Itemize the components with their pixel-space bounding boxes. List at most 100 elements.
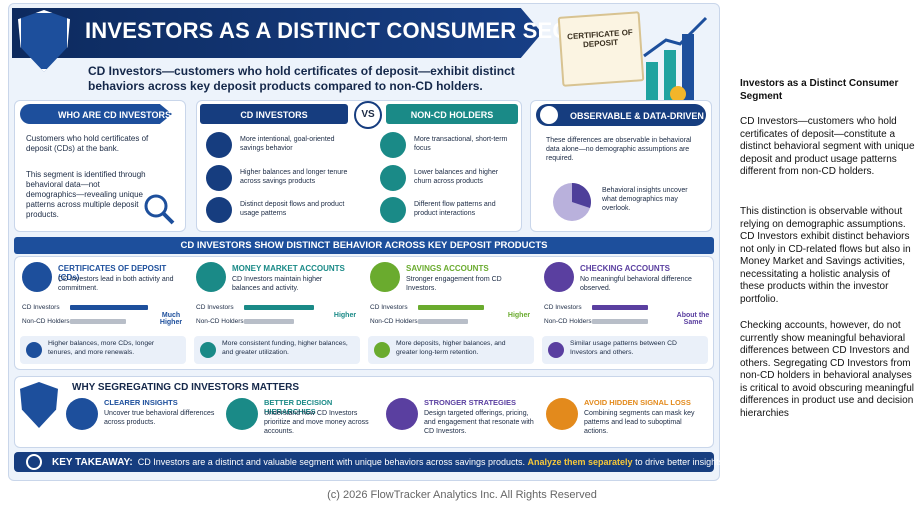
product-name: SAVINGS ACCOUNTS (406, 264, 489, 273)
eye-icon (540, 106, 558, 124)
check-icon (200, 342, 216, 358)
why-item-text: Understand how CD Investors prioritize a… (264, 410, 369, 435)
who-text: Customers who hold certificates of depos… (26, 134, 149, 153)
why-panel (14, 376, 714, 448)
non-cd-title: NON-CD HOLDERS (410, 110, 494, 120)
certificate-label: CERTIFICATE OF DEPOSIT (566, 27, 634, 50)
bar-label: CD Investors (22, 304, 60, 311)
bar (418, 319, 468, 324)
cd-point: Higher balances and longer tenure across… (240, 169, 348, 185)
why-item-text: Combining segments can mask key patterns… (584, 410, 695, 435)
products-title: CD INVESTORS SHOW DISTINCT BEHAVIOR ACRO… (14, 237, 714, 254)
why-icon (386, 398, 418, 430)
takeaway: KEY TAKEAWAY: CD Investors are a distinc… (52, 457, 785, 468)
sidebar-paragraph: Checking accounts, however, do not curre… (740, 320, 914, 419)
why-icon (546, 398, 578, 430)
check-icon (26, 342, 42, 358)
observable-header (536, 104, 706, 126)
magnifier-icon (144, 194, 175, 225)
bar-label: CD Investors (544, 304, 582, 311)
note-box (368, 336, 534, 364)
cd-tab (200, 104, 348, 124)
sidebar-title: Investors as a Distinct Consumer Segment (740, 78, 899, 102)
bar (70, 319, 126, 324)
cd-icon (206, 197, 232, 223)
why-item-title: STRONGER STRATEGIES (424, 398, 516, 407)
growth-graphic (643, 16, 708, 102)
takeaway-rest: to drive better insights and outcomes. (635, 457, 785, 467)
indicator: Higher (507, 312, 531, 319)
title: INVESTORS AS A DISTINCT CONSUMER SEGMENT (85, 18, 633, 43)
sidebar-paragraph: CD Investors—customers who hold certific… (740, 116, 915, 177)
why-item-text: Design targeted offerings, pricing, and … (424, 410, 534, 435)
observable-text: Behavioral insights uncover what demogra… (602, 187, 688, 212)
observable-title: OBSERVABLE & DATA-DRIVEN (570, 111, 704, 121)
who-header (20, 104, 172, 124)
product-text: CD Investors maintain higher balances an… (232, 276, 323, 292)
why-item-title: BETTER DECISION HIERARCHIES (264, 398, 333, 416)
check-icon (548, 342, 564, 358)
cd-point: Distinct deposit flows and product usage… (240, 201, 345, 217)
takeaway-bar (14, 452, 714, 472)
product-icon (544, 262, 574, 292)
product-note: Higher balances, more CDs, longer tenure… (48, 340, 155, 356)
non-cd-point: Lower balances and higher churn across p… (414, 169, 499, 185)
product-text: Stronger engagement from CD Investors. (406, 276, 502, 292)
cd-title: CD INVESTORS (240, 110, 308, 120)
indicator: About the Same (676, 312, 710, 326)
why-title: WHY SEGREGATING CD INVESTORS MATTERS (72, 382, 300, 393)
bar-label: Non-CD Holders (22, 318, 70, 325)
non-cd-point: More transactional, short-term focus (414, 136, 508, 152)
non-cd-icon (380, 197, 406, 223)
bar-label: CD Investors (370, 304, 408, 311)
non-cd-icon (380, 132, 406, 158)
observable-text: These differences are observable in beha… (546, 137, 692, 162)
note-box (194, 336, 360, 364)
subtitle: CD Investors—customers who hold certific… (88, 64, 515, 93)
cd-icon (206, 165, 232, 191)
bar (244, 319, 294, 324)
sidebar-paragraph: This distinction is observable without r… (740, 206, 911, 305)
product-icon (22, 262, 52, 292)
indicator: Much Higher (159, 312, 183, 326)
cd-icon (206, 132, 232, 158)
product-text: CD Investors lead in both activity and c… (58, 276, 174, 292)
why-icon (226, 398, 258, 430)
product-note: More deposits, higher balances, and grea… (396, 340, 506, 356)
product-icon (196, 262, 226, 292)
who-title: WHO ARE CD INVESTORS? (58, 110, 177, 120)
bar (418, 305, 484, 310)
bar-label: Non-CD Holders (370, 318, 418, 325)
product-text: No meaningful behavioral difference obse… (580, 276, 692, 292)
non-cd-point: Different flow patterns and product inte… (414, 201, 496, 217)
why-item-text: Uncover true behavioral differences acro… (104, 410, 215, 426)
star-icon (26, 454, 42, 470)
non-cd-tab (386, 104, 518, 124)
certificate-graphic: CERTIFICATE OF DEPOSIT (557, 11, 645, 87)
why-item-title: CLEARER INSIGHTS (104, 398, 178, 407)
vs-badge: VS (354, 101, 382, 129)
takeaway-highlight: Analyze them separately (527, 457, 633, 467)
footer: (c) 2026 FlowTracker Analytics Inc. All … (327, 489, 597, 501)
takeaway-text: CD Investors are a distinct and valuable… (137, 457, 525, 467)
note-box (542, 336, 708, 364)
note-box (20, 336, 186, 364)
takeaway-label: KEY TAKEAWAY: (52, 457, 133, 468)
why-item-title: AVOID HIDDEN SIGNAL LOSS (584, 398, 691, 407)
product-name: CHECKING ACCOUNTS (580, 264, 670, 273)
cd-point: More intentional, goal-oriented savings … (240, 136, 335, 152)
product-note: Similar usage patterns between CD Invest… (570, 340, 677, 356)
who-text: This segment is identified through behav… (26, 170, 146, 219)
indicator: Higher (333, 312, 357, 319)
pie-icon (553, 183, 591, 221)
why-icon (66, 398, 98, 430)
bar-label: Non-CD Holders (196, 318, 244, 325)
product-note: More consistent funding, higher balances… (222, 340, 348, 356)
title-ribbon (12, 8, 542, 58)
bar (70, 305, 148, 310)
bar-label: Non-CD Holders (544, 318, 592, 325)
product-name: MONEY MARKET ACCOUNTS (232, 264, 345, 273)
bar (244, 305, 314, 310)
bar (592, 305, 648, 310)
product-name: CERTIFICATES OF DEPOSIT (CDs) (58, 264, 167, 282)
